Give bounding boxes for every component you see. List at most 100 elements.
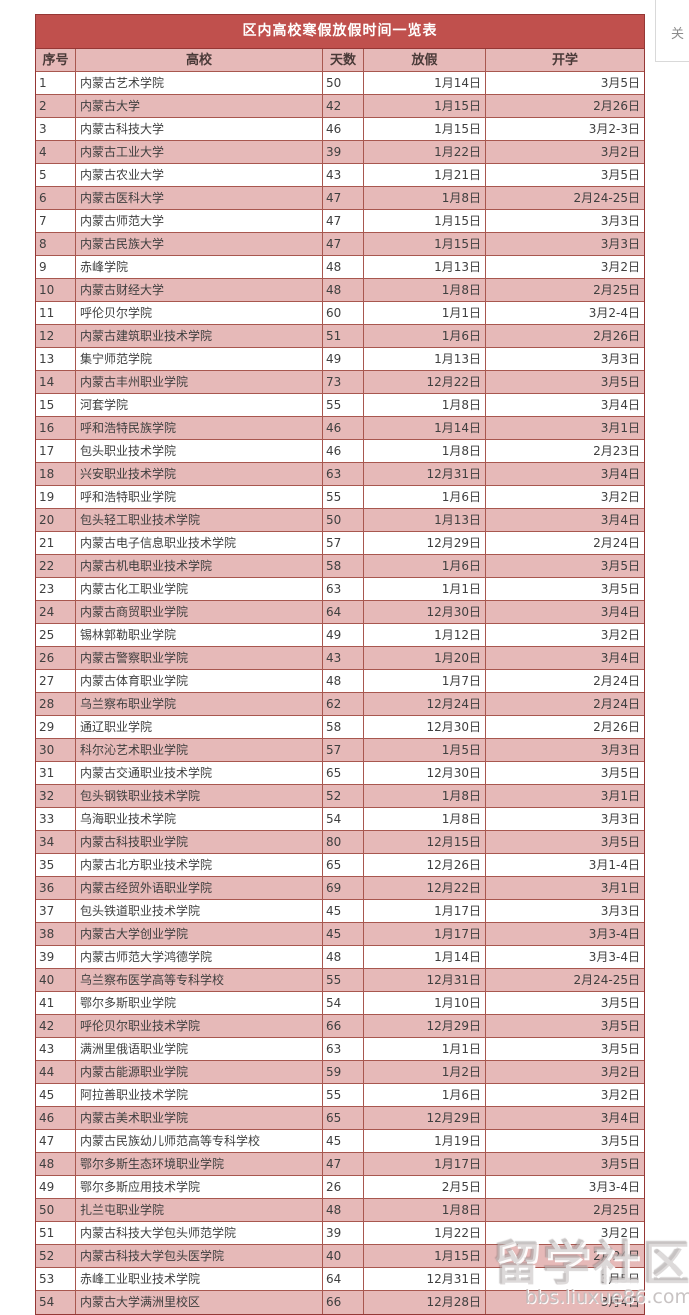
cell-days: 51 <box>323 325 364 348</box>
table-row: 27 内蒙古体育职业学院 48 1月7日 2月24日 <box>36 670 644 693</box>
cell-days: 58 <box>323 555 364 578</box>
cell-school-start: 3月3-4日 <box>486 946 644 969</box>
cell-school-start: 3月3日 <box>486 808 644 831</box>
table-row: 32 包头钢铁职业技术学院 52 1月8日 3月1日 <box>36 785 644 808</box>
cell-days: 66 <box>323 1291 364 1314</box>
cell-index: 38 <box>36 923 76 946</box>
cell-days: 47 <box>323 210 364 233</box>
cell-days: 65 <box>323 854 364 877</box>
cell-index: 50 <box>36 1199 76 1222</box>
cell-vacation-start: 1月7日 <box>364 670 486 693</box>
cell-days: 43 <box>323 647 364 670</box>
cell-index: 33 <box>36 808 76 831</box>
cell-days: 66 <box>323 1015 364 1038</box>
table-row: 40 乌兰察布医学高等专科学校 55 12月31日 2月24-25日 <box>36 969 644 992</box>
cell-index: 47 <box>36 1130 76 1153</box>
cell-vacation-start: 12月30日 <box>364 601 486 624</box>
cell-university: 内蒙古民族大学 <box>76 233 323 256</box>
table-row: 42 呼伦贝尔职业技术学院 66 12月29日 3月5日 <box>36 1015 644 1038</box>
cell-university: 内蒙古大学满洲里校区 <box>76 1291 323 1314</box>
cell-index: 53 <box>36 1268 76 1291</box>
table-row: 44 内蒙古能源职业学院 59 1月2日 3月2日 <box>36 1061 644 1084</box>
table-row: 45 阿拉善职业技术学院 55 1月6日 3月2日 <box>36 1084 644 1107</box>
cell-index: 37 <box>36 900 76 923</box>
cell-days: 52 <box>323 785 364 808</box>
cell-vacation-start: 1月17日 <box>364 1153 486 1176</box>
cell-index: 28 <box>36 693 76 716</box>
cell-days: 26 <box>323 1176 364 1199</box>
vacation-table: 区内高校寒假放假时间一览表 序号 高校 天数 放假 开学 1 内蒙古艺术学院 50 1… <box>35 14 645 1315</box>
cell-vacation-start: 1月15日 <box>364 118 486 141</box>
cell-index: 4 <box>36 141 76 164</box>
cell-university: 内蒙古丰州职业学院 <box>76 371 323 394</box>
cell-index: 39 <box>36 946 76 969</box>
cell-school-start: 3月4日 <box>486 601 644 624</box>
table-row: 3 内蒙古科技大学 46 1月15日 3月2-3日 <box>36 118 644 141</box>
cell-vacation-start: 1月22日 <box>364 1222 486 1245</box>
cell-school-start: 3月5日 <box>486 555 644 578</box>
cell-university: 鄂尔多斯应用技术学院 <box>76 1176 323 1199</box>
cell-days: 40 <box>323 1245 364 1268</box>
table-row: 13 集宁师范学院 49 1月13日 3月3日 <box>36 348 644 371</box>
cell-school-start: 2月24-25日 <box>486 187 644 210</box>
cell-university: 赤峰工业职业技术学院 <box>76 1268 323 1291</box>
cell-university: 乌兰察布医学高等专科学校 <box>76 969 323 992</box>
cell-school-start: 3月2日 <box>486 624 644 647</box>
cell-university: 满洲里俄语职业学院 <box>76 1038 323 1061</box>
cell-index: 51 <box>36 1222 76 1245</box>
cell-vacation-start: 1月14日 <box>364 946 486 969</box>
cell-university: 呼和浩特民族学院 <box>76 417 323 440</box>
cell-days: 60 <box>323 302 364 325</box>
cell-school-start: 2月24-25日 <box>486 969 644 992</box>
cell-school-start: 3月3日 <box>486 900 644 923</box>
cell-university: 内蒙古医科大学 <box>76 187 323 210</box>
cell-days: 48 <box>323 670 364 693</box>
table-title: 区内高校寒假放假时间一览表 <box>36 15 644 49</box>
cell-vacation-start: 12月28日 <box>364 1291 486 1314</box>
cell-index: 17 <box>36 440 76 463</box>
table-row: 15 河套学院 55 1月8日 3月4日 <box>36 394 644 417</box>
cell-vacation-start: 1月15日 <box>364 233 486 256</box>
cell-university: 集宁师范学院 <box>76 348 323 371</box>
cell-index: 27 <box>36 670 76 693</box>
cell-vacation-start: 1月8日 <box>364 785 486 808</box>
cell-school-start: 3月3日 <box>486 739 644 762</box>
cell-index: 2 <box>36 95 76 118</box>
cell-university: 包头铁道职业技术学院 <box>76 900 323 923</box>
cell-vacation-start: 1月8日 <box>364 394 486 417</box>
table-row: 9 赤峰学院 48 1月13日 3月2日 <box>36 256 644 279</box>
cell-vacation-start: 1月1日 <box>364 578 486 601</box>
cell-university: 阿拉善职业技术学院 <box>76 1084 323 1107</box>
table-row: 24 内蒙古商贸职业学院 64 12月30日 3月4日 <box>36 601 644 624</box>
cell-days: 57 <box>323 739 364 762</box>
cell-index: 48 <box>36 1153 76 1176</box>
table-row: 19 呼和浩特职业学院 55 1月6日 3月2日 <box>36 486 644 509</box>
table-row: 11 呼伦贝尔学院 60 1月1日 3月2-4日 <box>36 302 644 325</box>
cell-school-start: 3月5日 <box>486 72 644 95</box>
cell-vacation-start: 2月5日 <box>364 1176 486 1199</box>
cell-days: 46 <box>323 118 364 141</box>
cell-university: 内蒙古美术职业学院 <box>76 1107 323 1130</box>
cell-vacation-start: 12月30日 <box>364 762 486 785</box>
cell-days: 65 <box>323 762 364 785</box>
table-row: 17 包头职业技术学院 46 1月8日 2月23日 <box>36 440 644 463</box>
cell-days: 55 <box>323 394 364 417</box>
cell-school-start: 3月5日 <box>486 1268 644 1291</box>
cell-index: 6 <box>36 187 76 210</box>
cell-index: 25 <box>36 624 76 647</box>
cell-university: 内蒙古科技大学包头医学院 <box>76 1245 323 1268</box>
cell-university: 鄂尔多斯生态环境职业学院 <box>76 1153 323 1176</box>
cell-university: 内蒙古经贸外语职业学院 <box>76 877 323 900</box>
cell-university: 内蒙古体育职业学院 <box>76 670 323 693</box>
corner-popup-partial[interactable]: 关 <box>655 0 689 62</box>
cell-vacation-start: 12月31日 <box>364 969 486 992</box>
cell-university: 包头钢铁职业技术学院 <box>76 785 323 808</box>
cell-university: 兴安职业技术学院 <box>76 463 323 486</box>
cell-university: 赤峰学院 <box>76 256 323 279</box>
table-row: 14 内蒙古丰州职业学院 73 12月22日 3月5日 <box>36 371 644 394</box>
cell-university: 内蒙古商贸职业学院 <box>76 601 323 624</box>
cell-school-start: 3月3-4日 <box>486 1176 644 1199</box>
cell-index: 18 <box>36 463 76 486</box>
cell-school-start: 3月5日 <box>486 762 644 785</box>
table-row: 43 满洲里俄语职业学院 63 1月1日 3月5日 <box>36 1038 644 1061</box>
